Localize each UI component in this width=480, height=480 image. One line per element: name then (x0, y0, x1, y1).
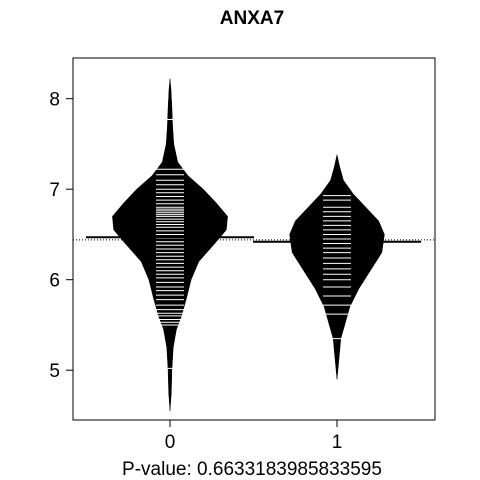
plot-area (73, 78, 435, 412)
bean-1 (289, 154, 385, 380)
x-axis-label: P-value: 0.6633183985833595 (122, 459, 382, 480)
x-tick-label-0: 0 (165, 432, 176, 453)
y-tick-label-8: 8 (49, 90, 60, 111)
axes: 5 6 7 8 0 1 (49, 57, 436, 453)
plot-frame (72, 57, 436, 421)
y-tick-label-5: 5 (49, 361, 60, 382)
chart-title: ANXA7 (220, 8, 284, 29)
x-tick-label-1: 1 (332, 432, 343, 453)
y-tick-label-7: 7 (49, 180, 60, 201)
y-tick-label-6: 6 (49, 271, 60, 292)
